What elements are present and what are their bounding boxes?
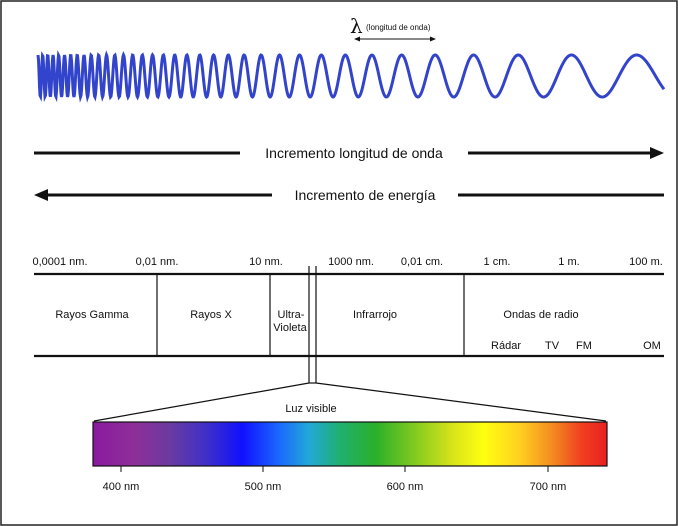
chirped-wave — [36, 50, 666, 103]
energy-arrow-head — [34, 189, 48, 201]
band-uv-label-line2: Violeta — [273, 322, 307, 334]
radio-subband-label: OM — [643, 340, 661, 352]
wavelength-marker-left-head — [354, 36, 360, 42]
band-gamma-label: Rayos Gamma — [55, 309, 129, 321]
zoom-line-right — [315, 382, 607, 422]
wavelength-marker-right-head — [430, 36, 436, 42]
visible-spectrum-bar — [92, 421, 608, 467]
scale-tick-label: 0,01 cm. — [401, 256, 443, 268]
band-x-label: Rayos X — [190, 309, 232, 321]
wavelength-caption: (longitud de onda) — [366, 23, 431, 32]
scale-tick-label: 10 nm. — [249, 256, 283, 268]
radio-subband-label: TV — [545, 340, 560, 352]
visible-tick-label: 600 nm — [387, 481, 424, 493]
scale-tick-label: 0,0001 nm. — [32, 256, 87, 268]
visible-tick-label: 700 nm — [530, 481, 567, 493]
band-uv-label-line1: Ultra- — [278, 309, 305, 321]
visible-tick-label: 400 nm — [103, 481, 140, 493]
visible-light-label: Luz visible — [285, 403, 336, 415]
band-radio-label: Ondas de radio — [503, 309, 578, 321]
scale-tick-label: 0,01 nm. — [136, 256, 179, 268]
lambda-symbol: λ — [350, 14, 363, 38]
wavelength-arrow-head — [650, 147, 664, 159]
scale-tick-label: 1 m. — [558, 256, 579, 268]
wavelength-increase-label: Incremento longitud de onda — [265, 145, 443, 161]
scale-tick-label: 100 m. — [629, 256, 663, 268]
energy-increase-label: Incremento de energía — [295, 187, 436, 203]
band-infrared-label: Infrarrojo — [353, 309, 397, 321]
scale-tick-label: 1 cm. — [484, 256, 511, 268]
zoom-line-left — [93, 382, 310, 422]
scale-tick-label: 1000 nm. — [328, 256, 374, 268]
radio-subband-label: FM — [576, 340, 592, 352]
visible-tick-label: 500 nm — [245, 481, 282, 493]
radio-subband-label: Rádar — [491, 340, 521, 352]
